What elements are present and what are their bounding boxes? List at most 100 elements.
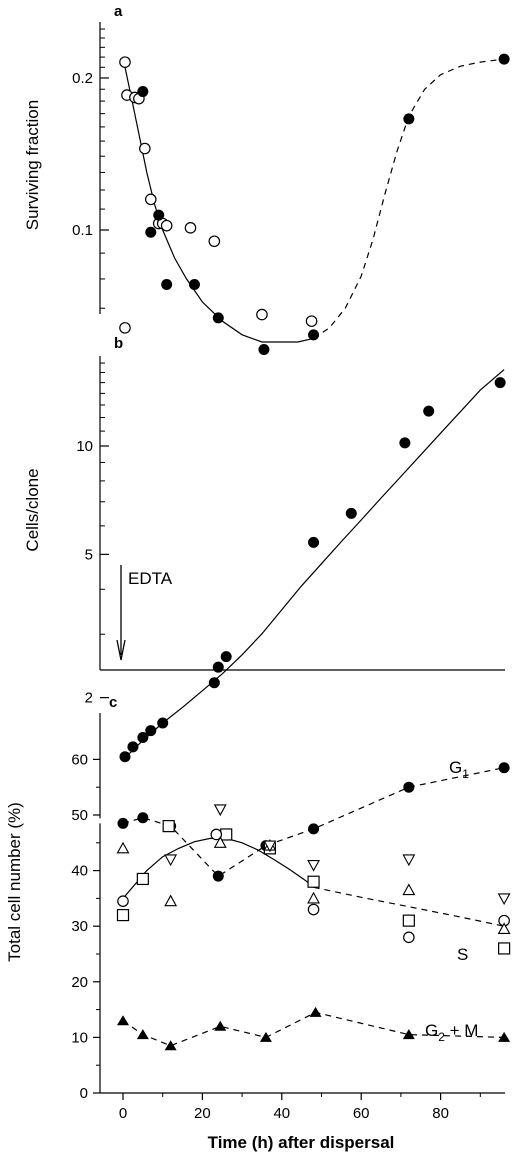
panel-c: 0 10 20 30 40 50 60 0 20 40 60 80 bbox=[71, 713, 511, 1122]
panel-a-recovery-curve bbox=[313, 58, 505, 339]
panel-c-data-point bbox=[164, 894, 178, 907]
panel-c-data-point bbox=[164, 1040, 177, 1051]
panel-c-data-point bbox=[403, 931, 415, 944]
panel-c-data-point bbox=[116, 841, 130, 854]
panel-a-data-point bbox=[403, 113, 415, 125]
panel-a-data-point bbox=[119, 322, 131, 334]
panel-c-y-axis-label: Total cell number (%) bbox=[5, 802, 24, 962]
panel-b-data-point bbox=[308, 536, 320, 548]
panel-b-tick-label: 5 bbox=[85, 546, 93, 563]
panel-a-data-point bbox=[208, 235, 221, 248]
panel-c-data-point bbox=[136, 872, 149, 886]
panel-c-data-point bbox=[497, 922, 511, 935]
g2m-label: G2 + M bbox=[425, 1021, 478, 1044]
panel-b-y-axis-label: Cells/clone bbox=[23, 468, 42, 551]
panel-b-data-point bbox=[119, 751, 131, 763]
panel-b-data-point bbox=[137, 731, 149, 743]
panel-c-data-point bbox=[307, 875, 320, 888]
panel-a-data-point bbox=[258, 343, 270, 355]
panel-c-tick-label: 50 bbox=[71, 807, 88, 824]
x-tick-label: 40 bbox=[273, 1105, 290, 1122]
panel-a-data-point bbox=[119, 56, 131, 68]
panel-c-data-point bbox=[309, 1006, 322, 1017]
panel-b-data-point bbox=[208, 677, 220, 689]
panel-c-data-point bbox=[210, 828, 223, 841]
panel-c-data-point bbox=[498, 1031, 511, 1042]
panel-b-data-point bbox=[345, 507, 357, 519]
panel-a: 0.1 0.2 bbox=[72, 22, 510, 355]
edta-annotation: EDTA bbox=[128, 569, 173, 588]
panel-c-data-point bbox=[116, 908, 130, 922]
panel-c-data-point bbox=[402, 914, 415, 927]
panel-c-data-point bbox=[259, 1031, 272, 1042]
panel-a-tick-label: 0.1 bbox=[72, 222, 93, 239]
panel-b-data-point bbox=[212, 661, 224, 673]
panel-b-tick-label: 2 bbox=[85, 690, 93, 707]
panel-c-data-point bbox=[136, 1029, 149, 1040]
panel-b: 2 5 10 bbox=[76, 356, 506, 763]
panel-c-data-point bbox=[402, 854, 416, 867]
x-tick-label: 60 bbox=[353, 1105, 370, 1122]
panel-c-tick-label: 60 bbox=[71, 751, 88, 768]
x-tick-label: 0 bbox=[119, 1105, 127, 1122]
panel-c-data-point bbox=[263, 840, 277, 853]
x-tick-label: 80 bbox=[432, 1105, 449, 1122]
panel-c-data-point bbox=[214, 1020, 227, 1031]
panel-a-data-point bbox=[161, 278, 173, 290]
panel-a-fit-curve bbox=[124, 67, 314, 343]
panel-b-data-point bbox=[127, 741, 139, 753]
panel-c-data-point bbox=[497, 893, 511, 906]
panel-c-tick-label: 0 bbox=[80, 1085, 88, 1102]
panel-c-data-point bbox=[402, 883, 416, 896]
panel-c-tick-label: 10 bbox=[71, 1029, 88, 1046]
panel-a-data-point bbox=[184, 222, 197, 234]
panel-a-data-point bbox=[144, 193, 157, 206]
panel-b-fit-curve bbox=[124, 369, 505, 759]
panel-letter-a: a bbox=[114, 3, 123, 20]
g1-connecting-line bbox=[122, 767, 505, 877]
edta-arrow bbox=[116, 565, 126, 661]
panel-b-data-point bbox=[399, 437, 411, 449]
panel-c-data-point bbox=[220, 828, 233, 841]
s-label: S bbox=[457, 945, 468, 964]
panel-c-data-point bbox=[213, 804, 227, 817]
panel-a-y-axis-label: Surviving fraction bbox=[23, 100, 42, 230]
panel-b-data-point bbox=[494, 377, 506, 389]
panel-c-data-point bbox=[307, 859, 320, 872]
panel-a-data-point bbox=[160, 219, 173, 232]
panel-c-tick-label: 30 bbox=[71, 918, 88, 935]
panel-letter-c: c bbox=[109, 694, 117, 711]
panel-c-data-point bbox=[308, 823, 320, 835]
panel-c-tick-label: 40 bbox=[71, 863, 88, 880]
panel-a-data-point bbox=[212, 312, 224, 324]
panel-b-data-point bbox=[145, 725, 157, 737]
panel-a-data-point bbox=[188, 278, 200, 290]
g1-label: G1 bbox=[449, 758, 469, 781]
panel-c-data-point bbox=[498, 942, 511, 955]
panel-a-data-point bbox=[145, 226, 157, 238]
panel-c-data-point bbox=[498, 762, 510, 774]
panel-a-data-point bbox=[139, 142, 151, 155]
panel-c-data-point bbox=[213, 836, 227, 848]
panel-c-data-point bbox=[162, 820, 175, 833]
panel-c-data-point bbox=[212, 870, 224, 882]
panel-c-data-point bbox=[137, 812, 149, 824]
panel-c-data-point bbox=[117, 1015, 129, 1026]
panel-c-data-point bbox=[307, 891, 320, 904]
panel-c-data-point bbox=[402, 1029, 415, 1040]
panel-a-data-point bbox=[153, 209, 165, 221]
panel-c-axis-break bbox=[86, 818, 108, 824]
panel-a-tick-label: 0.2 bbox=[72, 70, 93, 87]
panel-a-data-point bbox=[137, 86, 149, 98]
panel-a-data-point bbox=[308, 329, 320, 341]
g2m-connecting-line bbox=[122, 1011, 505, 1047]
panel-b-tick-label: 10 bbox=[76, 438, 93, 455]
panel-c-data-point bbox=[307, 903, 320, 916]
panel-b-data-point bbox=[423, 405, 435, 417]
panel-b-data-point bbox=[220, 651, 232, 663]
panel-c-data-point bbox=[164, 854, 178, 867]
panel-c-tick-label: 20 bbox=[71, 974, 88, 991]
x-axis-label: Time (h) after dispersal bbox=[208, 1133, 395, 1152]
x-tick-label: 20 bbox=[194, 1105, 211, 1122]
